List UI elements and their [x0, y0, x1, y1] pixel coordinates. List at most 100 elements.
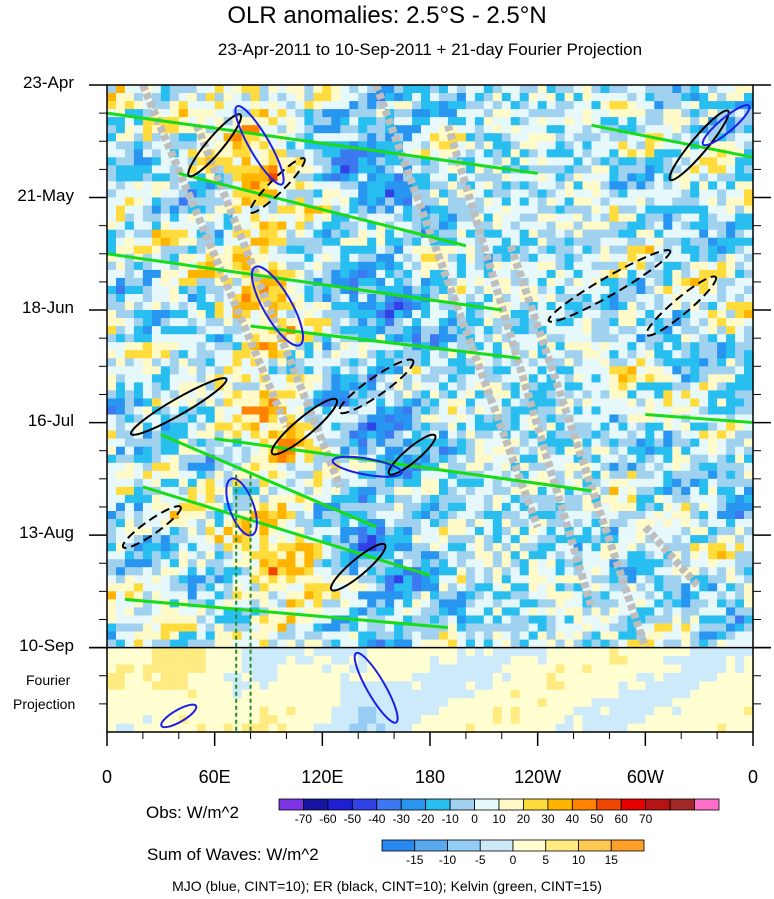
colorbar-tick-label: 10 — [571, 853, 586, 867]
kelvin-contour — [591, 123, 754, 159]
colorbar-tick-label: -10 — [438, 853, 457, 867]
mjo-contour — [353, 651, 399, 724]
colorbar-swatch — [512, 839, 547, 852]
y-tick-label: 23-Apr — [22, 73, 74, 92]
colorbar-swatch — [425, 798, 451, 811]
colorbar-tick-label: 10 — [492, 812, 506, 826]
chart-title: OLR anomalies: 2.5°S - 2.5°N — [227, 2, 547, 29]
mjo-contour — [160, 703, 198, 729]
kelvin-contour — [124, 597, 449, 630]
mjo-contour — [250, 265, 305, 347]
colorbar-swatch — [479, 839, 514, 852]
kelvin-contour — [160, 433, 377, 529]
projection-label-line2: Projection — [13, 696, 76, 712]
colorbar-tick-label: -60 — [319, 812, 337, 826]
kelvin-contour — [214, 437, 592, 493]
gray-band — [506, 244, 650, 649]
colorbar-tick-label: -50 — [343, 812, 361, 826]
colorbar-tick-label: -40 — [368, 812, 386, 826]
colorbar-swatch — [547, 798, 573, 811]
waves-colorbar-label: Sum of Waves: W/m^2 — [147, 845, 319, 864]
y-tick-label: 13-Aug — [19, 523, 74, 543]
kelvin-contour — [178, 171, 467, 248]
colorbar-swatch — [610, 839, 645, 852]
gray-band — [444, 124, 596, 609]
obs-colorbar — [278, 798, 720, 811]
x-tick-label: 180 — [414, 767, 446, 787]
colorbar-tick-label: 30 — [541, 812, 555, 826]
colorbar-swatch — [498, 798, 524, 811]
colorbar-tick-label: 70 — [638, 812, 653, 826]
gray-band — [372, 83, 542, 529]
colorbar-swatch — [571, 798, 598, 811]
colorbar-swatch — [278, 798, 304, 811]
colorbar-swatch — [327, 798, 353, 811]
colorbar-tick-label: 40 — [565, 812, 580, 826]
x-tick-label: 0 — [101, 767, 113, 787]
gray-band — [642, 524, 703, 590]
colorbar-tick-label: 15 — [604, 853, 618, 867]
colorbar-tick-label: -70 — [294, 812, 313, 826]
x-tick-label: 60W — [626, 767, 664, 787]
y-tick-label: 21-May — [17, 185, 74, 205]
colorbar-swatch — [669, 798, 695, 811]
colorbar-swatch — [545, 839, 579, 852]
x-tick-label: 120E — [301, 767, 344, 787]
er-contour — [121, 505, 182, 549]
colorbar-swatch — [578, 839, 612, 852]
y-tick-label: 18-Jun — [22, 298, 74, 318]
colorbar-swatch — [351, 798, 378, 811]
x-tick-label: 0 — [747, 767, 759, 787]
colorbar-tick-label: -5 — [474, 853, 486, 867]
er-contour — [337, 358, 415, 415]
gray-band — [139, 83, 291, 429]
x-tick-label: 60E — [198, 767, 231, 787]
kelvin-contour — [106, 252, 502, 312]
obs-colorbar-label: Obs: W/m^2 — [146, 803, 239, 822]
colorbar-swatch — [694, 798, 720, 811]
chart-subtitle: 23-Apr-2011 to 10-Sep-2011 + 21-day Four… — [217, 40, 643, 59]
colorbar-tick-label: 5 — [542, 853, 550, 867]
mjo-contour — [225, 477, 258, 537]
er-contour — [645, 275, 718, 337]
colorbar-tick-label: 0 — [471, 812, 478, 826]
er-contour — [329, 542, 387, 592]
er-contour — [547, 249, 672, 323]
colorbar-swatch — [474, 798, 500, 811]
er-contour — [668, 109, 730, 182]
colorbar-swatch — [620, 798, 647, 811]
kelvin-contour — [250, 324, 520, 360]
obs-field — [107, 85, 754, 649]
colorbar-tick-label: -10 — [441, 812, 459, 826]
er-contour — [270, 397, 339, 456]
colorbar-swatch — [447, 839, 481, 852]
er-contour — [129, 377, 228, 436]
y-tick-label: 16-Jul — [27, 410, 74, 430]
colorbar-swatch — [376, 798, 402, 811]
wave-contours — [106, 83, 754, 732]
colorbar-swatch — [400, 798, 427, 811]
colorbar-tick-label: -20 — [416, 812, 435, 826]
colorbar-swatch — [303, 798, 329, 811]
mjo-contour — [331, 455, 403, 478]
colorbar-swatch — [645, 798, 671, 811]
colorbar-swatch — [381, 839, 416, 852]
waves-colorbar — [381, 839, 645, 852]
kelvin-contour — [106, 111, 538, 175]
colorbar-swatch — [596, 798, 622, 811]
projection-field — [107, 647, 754, 733]
mjo-contour — [234, 104, 285, 186]
kelvin-contour — [142, 485, 431, 577]
colorbar-swatch — [523, 798, 549, 811]
colorbar-tick-label: -15 — [406, 853, 424, 867]
kelvin-contour — [645, 413, 754, 425]
colorbar-tick-label: -30 — [392, 812, 410, 826]
y-tick-label: 10-Sep — [19, 635, 74, 655]
projection-label-line1: Fourier — [26, 672, 71, 688]
colorbar-tick-label: 60 — [614, 812, 628, 826]
mjo-contour — [701, 104, 751, 147]
x-tick-label: 120W — [514, 767, 562, 787]
colorbar-swatch — [449, 798, 475, 811]
legend-footnote: MJO (blue, CINT=10); ER (black, CINT=10)… — [172, 878, 602, 894]
